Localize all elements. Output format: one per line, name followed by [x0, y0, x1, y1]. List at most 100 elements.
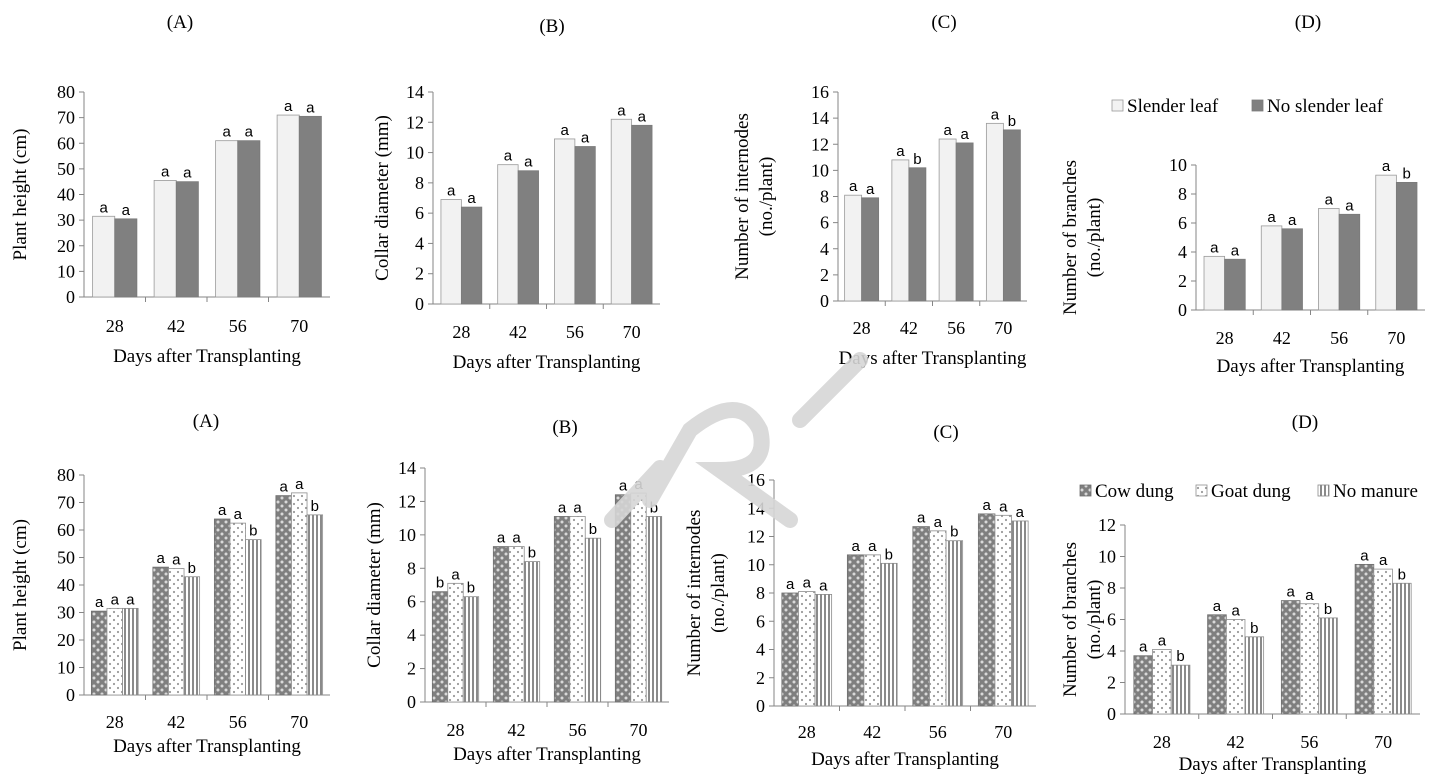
bar-no_slender-42: [908, 167, 927, 302]
data-label: a: [295, 476, 304, 493]
y-tick-label: 0: [756, 696, 765, 716]
data-label: a: [991, 106, 1000, 123]
y-tick-label: 60: [57, 520, 75, 540]
y-tick-label: 12: [1098, 515, 1116, 535]
data-label: a: [803, 575, 812, 592]
y-axis-title-line: Number of branches: [1060, 160, 1081, 315]
data-label: a: [634, 476, 643, 493]
legend-label-none: No manure: [1333, 481, 1418, 502]
bar-no_slender-28: [114, 218, 138, 298]
y-tick-label: 6: [756, 611, 765, 631]
x-tick-label: 42: [1227, 732, 1245, 752]
y-tick-label: 4: [1107, 641, 1116, 661]
x-tick-label: 28: [106, 316, 124, 336]
data-label: b: [436, 575, 444, 592]
bar-none-28: [814, 594, 833, 707]
x-tick-label: 28: [106, 712, 124, 732]
data-label: b: [188, 560, 196, 577]
data-label: a: [279, 479, 288, 496]
y-tick-label: 16: [811, 82, 829, 102]
data-label: b: [1324, 601, 1332, 618]
bar-slender-28: [92, 215, 116, 298]
y-tick-label: 30: [57, 603, 75, 623]
bar-slender-70: [1375, 174, 1397, 311]
data-label: a: [786, 576, 795, 593]
y-tick-label: 10: [747, 555, 765, 575]
data-label: a: [581, 130, 590, 147]
data-label: a: [234, 506, 243, 523]
y-tick-label: 0: [1178, 300, 1187, 320]
bar-none-56: [584, 537, 602, 703]
bar-none-28: [1170, 664, 1191, 715]
y-axis-title-line: Collar diameter (mm): [364, 502, 385, 668]
bar-none-56: [245, 539, 262, 696]
data-label: a: [982, 497, 991, 514]
bar-cow-56: [912, 526, 930, 707]
data-label: a: [1360, 547, 1369, 564]
legend-swatch-goat: [1195, 484, 1208, 497]
data-label: a: [218, 502, 227, 519]
x-tick-label: 56: [1330, 328, 1348, 348]
bar-none-56: [945, 540, 964, 707]
data-label: a: [512, 530, 521, 547]
data-label: a: [524, 154, 533, 171]
bar-slender-56: [554, 138, 576, 305]
bar-slender-28: [440, 199, 462, 305]
y-tick-label: 2: [820, 265, 829, 285]
data-label: a: [619, 478, 628, 495]
y-tick-label: 8: [1107, 578, 1116, 598]
y-axis-title: Number of branches (no./plant): [1060, 160, 1105, 315]
bar-slender-28: [1203, 255, 1226, 311]
data-label: a: [223, 124, 232, 141]
panel-label: (B): [539, 16, 564, 37]
data-label: a: [504, 148, 513, 165]
bar-none-42: [880, 562, 898, 707]
y-tick-label: 20: [57, 630, 75, 650]
y-tick-label: 4: [407, 625, 416, 645]
y-tick-label: 6: [407, 592, 416, 612]
bar-goat-42: [863, 554, 881, 707]
bar-slender-42: [891, 159, 910, 302]
legend-label-slender: Slender leaf: [1127, 96, 1219, 117]
bar-goat-28: [106, 607, 123, 696]
y-tick-label: 2: [1178, 271, 1187, 291]
legend-label-goat: Goat dung: [1211, 481, 1291, 502]
y-tick-label: 80: [57, 82, 75, 102]
data-label: a: [95, 594, 104, 611]
data-label: a: [306, 99, 315, 116]
data-label: b: [1176, 648, 1184, 665]
bar-cow-70: [1354, 563, 1375, 715]
y-tick-label: 40: [57, 575, 75, 595]
x-tick-label: 56: [569, 720, 587, 740]
y-axis-title: Plant height (cm): [10, 519, 31, 651]
x-tick-label: 42: [509, 322, 527, 342]
y-tick-label: 0: [66, 287, 75, 307]
data-label: a: [896, 143, 905, 160]
data-label: a: [1139, 639, 1148, 656]
y-tick-label: 20: [57, 236, 75, 256]
y-tick-label: 16: [747, 470, 765, 490]
y-axis-title-line: (no./plant): [708, 553, 729, 633]
data-label: a: [1382, 158, 1391, 175]
bar-no_slender-42: [175, 181, 199, 298]
bar-cow-42: [492, 546, 510, 703]
data-label: b: [528, 545, 536, 562]
x-tick-label: 56: [566, 322, 584, 342]
x-tick-label: 70: [290, 316, 308, 336]
x-tick-label: 70: [1387, 328, 1405, 348]
bar-none-42: [1244, 636, 1265, 715]
x-axis-title: Days after Transplanting: [113, 346, 301, 367]
bar-no_slender-70: [1395, 181, 1418, 311]
y-tick-label: 10: [398, 525, 416, 545]
data-label: a: [1158, 632, 1167, 649]
data-label: a: [100, 199, 109, 216]
x-axis-title: Days after Transplanting: [1217, 356, 1405, 377]
bar-no_slender-70: [298, 115, 322, 298]
data-label: a: [245, 124, 254, 141]
x-tick-label: 28: [1216, 328, 1234, 348]
bar-none-42: [183, 576, 201, 696]
y-tick-label: 6: [1178, 213, 1187, 233]
y-axis-title-line: Number of branches: [1060, 542, 1081, 697]
